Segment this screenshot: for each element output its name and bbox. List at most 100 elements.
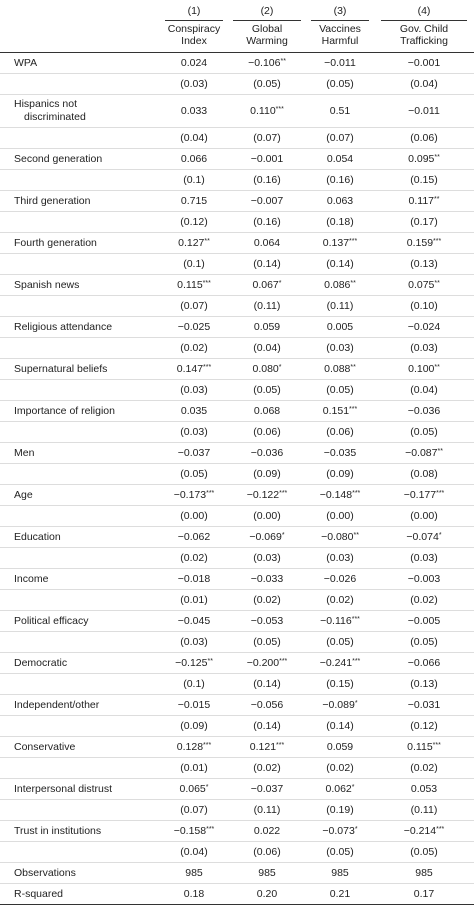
coefficient: −0.037 bbox=[160, 442, 228, 464]
row-label-text: Spanish news bbox=[14, 278, 80, 291]
significance-stars: *** bbox=[206, 490, 215, 497]
standard-error: (0.02) bbox=[306, 757, 374, 779]
significance-stars: * bbox=[281, 532, 285, 539]
coefficient: −0.080** bbox=[306, 526, 374, 548]
coefficient: 0.059 bbox=[228, 316, 306, 338]
standard-error: (0.14) bbox=[306, 715, 374, 737]
coefficient: −0.036 bbox=[228, 442, 306, 464]
column-title: Gov. Child Trafficking bbox=[374, 21, 474, 53]
column-numbers: (1) (2) (3) (4) bbox=[0, 0, 474, 21]
coefficient: 0.053 bbox=[374, 778, 474, 800]
standard-error: (0.00) bbox=[228, 505, 306, 527]
significance-stars: * bbox=[354, 700, 358, 707]
significance-stars: *** bbox=[206, 826, 215, 833]
standard-error: (0.14) bbox=[228, 253, 306, 275]
coefficient: 0.17 bbox=[374, 883, 474, 905]
standard-error: (0.05) bbox=[306, 379, 374, 401]
coefficient: −0.177*** bbox=[374, 484, 474, 506]
column-title: Conspiracy Index bbox=[160, 21, 228, 53]
blank bbox=[0, 73, 160, 95]
column-number-text: (1) bbox=[164, 5, 224, 21]
coefficient: 0.115*** bbox=[374, 736, 474, 758]
standard-error: (0.03) bbox=[160, 631, 228, 653]
coefficient: 0.100** bbox=[374, 358, 474, 380]
standard-error: (0.04) bbox=[374, 379, 474, 401]
row-label: Independent/other bbox=[0, 694, 160, 716]
coefficient: −0.116*** bbox=[306, 610, 374, 632]
standard-error: (0.03) bbox=[374, 547, 474, 569]
coefficient: −0.024 bbox=[374, 316, 474, 338]
column-titles: Conspiracy Index Global Warming Vaccines H… bbox=[0, 21, 474, 53]
significance-stars: * bbox=[354, 826, 358, 833]
standard-error: (0.08) bbox=[374, 463, 474, 485]
coefficient: −0.031 bbox=[374, 694, 474, 716]
row-label-text: Third generation bbox=[14, 194, 91, 207]
standard-error-row: (0.07) (0.11) (0.11) (0.10) bbox=[0, 295, 474, 317]
significance-stars: ** bbox=[434, 196, 440, 203]
row-label: Observations bbox=[0, 862, 160, 884]
coefficient: −0.011 bbox=[306, 52, 374, 74]
coefficient-row: Age −0.173*** −0.122*** −0.148*** −0.177*** bbox=[0, 484, 474, 506]
blank bbox=[0, 799, 160, 821]
significance-stars: ** bbox=[434, 364, 440, 371]
coefficient-row: Interpersonal distrust 0.065* −0.037 0.062*… bbox=[0, 778, 474, 800]
significance-stars: *** bbox=[352, 490, 361, 497]
standard-error: (0.04) bbox=[374, 73, 474, 95]
significance-stars: *** bbox=[203, 742, 212, 749]
blank bbox=[0, 421, 160, 443]
standard-error: (0.17) bbox=[374, 211, 474, 233]
coefficient: 0.127** bbox=[160, 232, 228, 254]
coefficient: 0.715 bbox=[160, 190, 228, 212]
coefficient: −0.001 bbox=[228, 148, 306, 170]
coefficient: 0.035 bbox=[160, 400, 228, 422]
coefficient: −0.173*** bbox=[160, 484, 228, 506]
column-number: (1) bbox=[160, 0, 228, 21]
coefficient: 0.115*** bbox=[160, 274, 228, 296]
column-number-text: (4) bbox=[381, 5, 467, 21]
row-label: Fourth generation bbox=[0, 232, 160, 254]
standard-error: (0.01) bbox=[160, 589, 228, 611]
standard-error: (0.02) bbox=[160, 337, 228, 359]
coefficient-row: Hispanics not discriminated 0.033 0.110***… bbox=[0, 94, 474, 128]
standard-error-row: (0.01) (0.02) (0.02) (0.02) bbox=[0, 757, 474, 779]
significance-stars: ** bbox=[353, 532, 359, 539]
significance-stars: ** bbox=[437, 448, 443, 455]
coefficient-row: Conservative 0.128*** 0.121*** 0.059 0.115**… bbox=[0, 736, 474, 758]
standard-error: (0.02) bbox=[374, 589, 474, 611]
blank bbox=[0, 715, 160, 737]
coefficient: −0.241*** bbox=[306, 652, 374, 674]
standard-error: (0.11) bbox=[228, 799, 306, 821]
row-label-text: Observations bbox=[14, 866, 76, 879]
coefficient-row: Spanish news 0.115*** 0.067* 0.086** 0.075** bbox=[0, 274, 474, 296]
coefficient-row: Third generation 0.715 −0.007 0.063 0.117** bbox=[0, 190, 474, 212]
row-label-text: Men bbox=[14, 446, 35, 459]
row-label-text: Importance of religion bbox=[14, 404, 115, 417]
row-label-text: Interpersonal distrust bbox=[14, 782, 113, 795]
significance-stars: *** bbox=[276, 742, 285, 749]
significance-stars: * bbox=[278, 364, 282, 371]
coefficient: −0.087** bbox=[374, 442, 474, 464]
column-number: (4) bbox=[374, 0, 474, 21]
blank bbox=[0, 757, 160, 779]
coefficient: 0.20 bbox=[228, 883, 306, 905]
coefficient: −0.214*** bbox=[374, 820, 474, 842]
coefficient-row: Men −0.037 −0.036 −0.035 −0.087** bbox=[0, 442, 474, 464]
coefficient: −0.001 bbox=[374, 52, 474, 74]
standard-error: (0.07) bbox=[160, 799, 228, 821]
coefficient-row: Income −0.018 −0.033 −0.026 −0.003 bbox=[0, 568, 474, 590]
row-label-text: Income bbox=[14, 572, 49, 585]
coefficient: 0.059 bbox=[306, 736, 374, 758]
standard-error: (0.03) bbox=[160, 421, 228, 443]
blank bbox=[0, 547, 160, 569]
blank bbox=[0, 337, 160, 359]
standard-error: (0.05) bbox=[228, 73, 306, 95]
coefficient: −0.026 bbox=[306, 568, 374, 590]
standard-error-row: (0.04) (0.07) (0.07) (0.06) bbox=[0, 127, 474, 149]
coefficient-row: Democratic −0.125** −0.200*** −0.241*** −0.0… bbox=[0, 652, 474, 674]
standard-error-row: (0.09) (0.14) (0.14) (0.12) bbox=[0, 715, 474, 737]
column-number-text: (2) bbox=[233, 5, 301, 21]
standard-error-row: (0.1) (0.14) (0.15) (0.13) bbox=[0, 673, 474, 695]
coefficient: 0.075** bbox=[374, 274, 474, 296]
significance-stars: ** bbox=[207, 658, 213, 665]
significance-stars: * bbox=[438, 532, 442, 539]
